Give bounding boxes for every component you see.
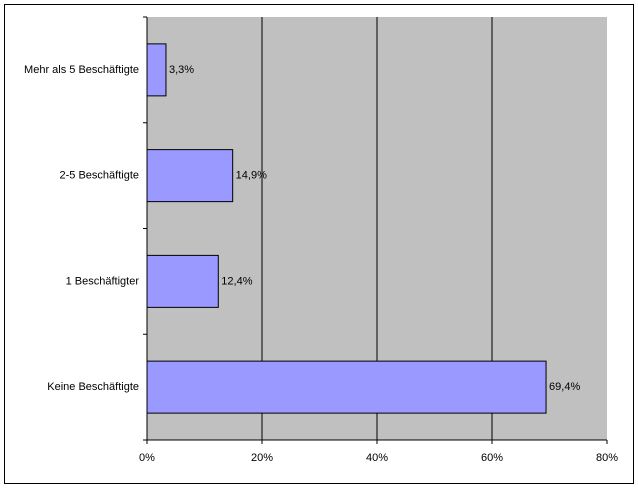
x-tick-label: 80% [596,452,618,464]
bar [146,149,234,203]
y-tick-label: 1 Beschäftigter [66,275,140,287]
bar [146,254,219,308]
x-tick-label: 60% [481,452,503,464]
bar [146,360,547,414]
value-label: 3,3% [169,64,194,76]
x-tick-label: 40% [366,452,388,464]
x-tick-label: 0% [139,452,155,464]
bar [146,43,167,97]
value-label: 12,4% [221,275,252,287]
x-tick-label: 20% [251,452,273,464]
y-tick-label: Keine Beschäftigte [47,381,139,393]
value-label: 69,4% [549,381,580,393]
value-label: 14,9% [236,170,267,182]
y-tick-label: Mehr als 5 Beschäftigte [24,64,139,76]
y-tick-label: 2-5 Beschäftigte [60,170,140,182]
